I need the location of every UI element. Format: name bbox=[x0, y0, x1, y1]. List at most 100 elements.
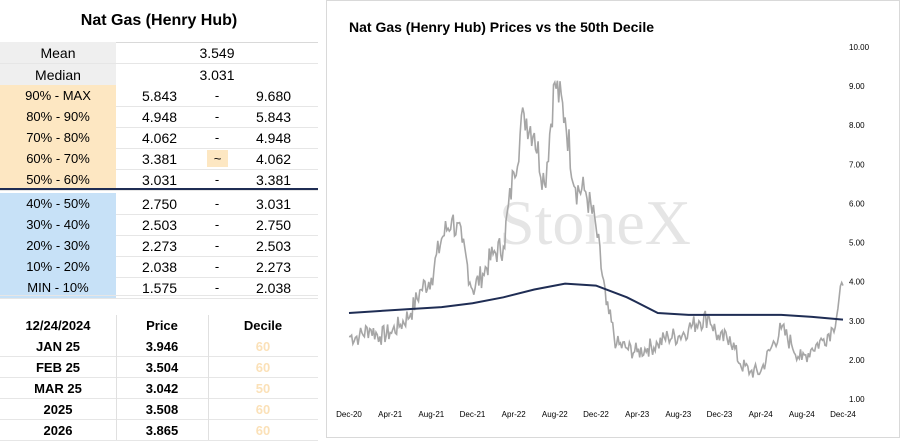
forecast-period: JAN 25 bbox=[35, 338, 81, 354]
decile-separator: - bbox=[214, 259, 220, 274]
x-tick-label: Dec-24 bbox=[830, 410, 856, 419]
decile-low-value: 4.062 bbox=[142, 129, 178, 146]
row-divider bbox=[0, 419, 318, 420]
x-tick-label: Aug-21 bbox=[418, 410, 444, 419]
median-divider-line bbox=[0, 188, 318, 190]
decile-low-value: 3.381 bbox=[142, 150, 178, 167]
x-tick-label: Dec-22 bbox=[583, 410, 609, 419]
decile-row: 20% - 30% 2.273 - 2.503 bbox=[0, 235, 318, 256]
decile-row: 30% - 40% 2.503 - 2.750 bbox=[0, 214, 318, 235]
decile-high-value: 2.503 bbox=[256, 237, 292, 254]
row-divider bbox=[0, 256, 318, 257]
x-axis-ticks: Dec-20 Apr-21 Aug-21 Dec-21 Apr-22 Aug-22 Dec-… bbox=[336, 410, 856, 419]
decile-range-label: 30% - 40% bbox=[0, 214, 116, 235]
decile-low-value: 2.038 bbox=[142, 258, 178, 275]
decile-range-label: MIN - 10% bbox=[0, 277, 116, 298]
decile-high-value: 2.038 bbox=[256, 279, 292, 296]
forecast-period: FEB 25 bbox=[35, 359, 81, 375]
decile-low-value: 3.031 bbox=[142, 171, 178, 188]
forecast-date: 12/24/2024 bbox=[25, 317, 91, 333]
chart-panel: Nat Gas (Henry Hub) Prices vs the 50th D… bbox=[326, 0, 900, 438]
forecast-decile: 60 bbox=[255, 401, 271, 417]
x-tick-label: Dec-20 bbox=[336, 410, 362, 419]
row-divider bbox=[0, 63, 318, 64]
forecast-period: MAR 25 bbox=[34, 380, 82, 396]
row-divider bbox=[0, 148, 318, 149]
decile-high-value: 4.948 bbox=[256, 129, 292, 146]
decile-range-label: 80% - 90% bbox=[0, 106, 116, 127]
column-divider bbox=[208, 315, 209, 440]
decile-row: 50% - 60% 3.031 - 3.381 bbox=[0, 169, 318, 190]
decile-range-label: 50% - 60% bbox=[0, 169, 116, 190]
forecast-price: 3.042 bbox=[145, 380, 179, 396]
decile-low-value: 5.843 bbox=[142, 87, 178, 104]
x-tick-label: Aug-22 bbox=[542, 410, 568, 419]
y-tick-label: 7.00 bbox=[849, 160, 865, 169]
decile-row: 60% - 70% 3.381 ~4.062 bbox=[0, 148, 318, 169]
forecast-price-header: Price bbox=[146, 317, 178, 333]
row-divider bbox=[0, 277, 318, 278]
row-divider bbox=[0, 356, 318, 357]
decile-range-label: 70% - 80% bbox=[0, 127, 116, 148]
forecast-period: 2025 bbox=[43, 401, 73, 417]
mean-value: 3.549 bbox=[199, 44, 235, 61]
x-tick-label: Dec-23 bbox=[707, 410, 733, 419]
y-tick-label: 5.00 bbox=[849, 239, 865, 248]
decile-high-value: 3.031 bbox=[256, 195, 292, 212]
chart-title: Nat Gas (Henry Hub) Prices vs the 50th D… bbox=[349, 19, 654, 35]
price-series-line bbox=[348, 79, 844, 378]
row-divider bbox=[0, 398, 318, 399]
decile-low-value: 2.503 bbox=[142, 216, 178, 233]
decile-low-value: 2.273 bbox=[142, 237, 178, 254]
row-divider bbox=[0, 190, 318, 191]
forecast-decile-header: Decile bbox=[243, 317, 283, 333]
median-row: Median 3.031 bbox=[0, 64, 318, 85]
mean-row: Mean 3.549 bbox=[0, 42, 318, 63]
decile-row: 80% - 90% 4.948 - 5.843 bbox=[0, 106, 318, 127]
decile-low-value: 4.948 bbox=[142, 108, 178, 125]
forecast-price: 3.946 bbox=[145, 338, 179, 354]
forecast-price: 3.865 bbox=[145, 422, 179, 438]
forecast-row: FEB 25 3.504 60 bbox=[0, 357, 318, 377]
y-tick-label: 8.00 bbox=[849, 121, 865, 130]
forecast-row: 2025 3.508 60 bbox=[0, 399, 318, 419]
decile-separator: - bbox=[214, 238, 220, 253]
y-tick-label: 2.00 bbox=[849, 356, 865, 365]
y-tick-label: 6.00 bbox=[849, 199, 865, 208]
decile-row: 10% - 20% 2.038 - 2.273 bbox=[0, 256, 318, 277]
decile-high-value: 3.381 bbox=[256, 171, 292, 188]
row-divider bbox=[0, 377, 318, 378]
decile-high-value: 9.680 bbox=[256, 87, 292, 104]
forecast-decile: 60 bbox=[255, 338, 271, 354]
decile-row: 70% - 80% 4.062 - 4.948 bbox=[0, 127, 318, 148]
x-tick-label: Dec-21 bbox=[460, 410, 486, 419]
forecast-row: 2026 3.865 60 bbox=[0, 420, 318, 440]
decile-table-panel: Nat Gas (Henry Hub) Mean 3.549 Median 3.… bbox=[0, 0, 320, 441]
decile-row: 40% - 50% 2.750 - 3.031 bbox=[0, 193, 318, 214]
x-tick-label: Apr-22 bbox=[502, 410, 527, 419]
decile-high-value: 2.273 bbox=[256, 258, 292, 275]
decile-separator: - bbox=[214, 109, 220, 124]
y-tick-label: 9.00 bbox=[849, 82, 865, 91]
decile-range-label: 10% - 20% bbox=[0, 256, 116, 277]
y-tick-label: 3.00 bbox=[849, 317, 865, 326]
forecast-price: 3.508 bbox=[145, 401, 179, 417]
price-chart: StoneX Dec-20 Apr-21 Aug-21 Dec-21 Apr-22 Aug… bbox=[336, 43, 870, 419]
decile-low-value: 2.750 bbox=[142, 195, 178, 212]
forecast-price: 3.504 bbox=[145, 359, 179, 375]
forecast-period: 2026 bbox=[43, 422, 73, 438]
row-divider bbox=[0, 214, 318, 215]
decile-separator: - bbox=[214, 88, 220, 103]
decile-separator: - bbox=[214, 280, 220, 295]
decile-high-value: 4.062 bbox=[256, 150, 292, 167]
decile-range-label: 20% - 30% bbox=[0, 235, 116, 256]
decile-low-value: 1.575 bbox=[142, 279, 178, 296]
row-divider bbox=[0, 295, 318, 296]
table-title: Nat Gas (Henry Hub) bbox=[0, 0, 318, 43]
column-divider bbox=[116, 315, 117, 440]
x-tick-label: Apr-21 bbox=[378, 410, 403, 419]
row-divider bbox=[0, 106, 318, 107]
decile-separator: - bbox=[214, 217, 220, 232]
y-axis-ticks: 1.00 2.00 3.00 4.00 5.00 6.00 7.00 8.00 9.00 10.0… bbox=[849, 43, 870, 404]
y-tick-label: 1.00 bbox=[849, 395, 865, 404]
